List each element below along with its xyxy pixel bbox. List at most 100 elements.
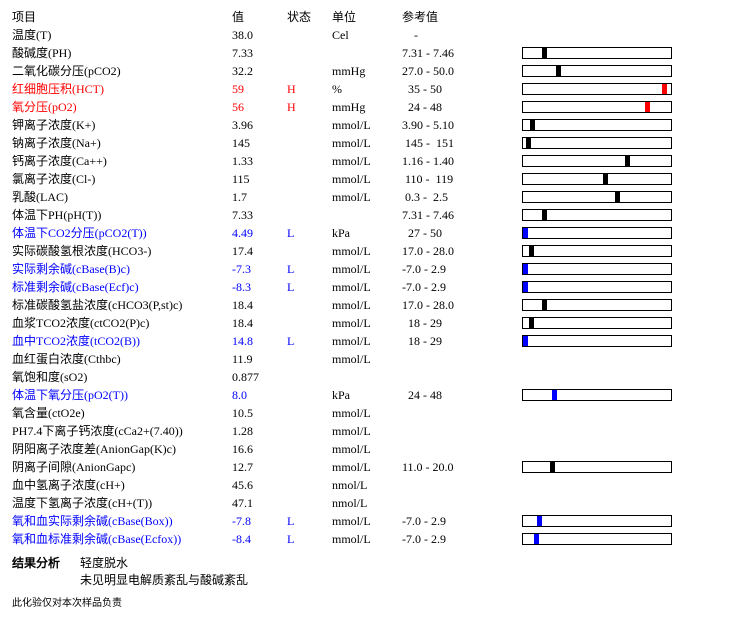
- cell-unit: mmol/L: [332, 422, 402, 440]
- cell-unit: mmHg: [332, 98, 402, 116]
- cell-status: H: [287, 80, 332, 98]
- cell-bar: [522, 227, 682, 239]
- cell-item: 血红蛋白浓度(Cthbc): [12, 350, 232, 368]
- cell-bar: [522, 83, 682, 95]
- cell-value: 8.0: [232, 386, 287, 404]
- range-indicator: [522, 119, 672, 131]
- table-row: 钙离子浓度(Ca++)1.33mmol/L1.16 - 1.40: [12, 152, 738, 170]
- range-indicator: [522, 281, 672, 293]
- range-indicator: [522, 461, 672, 473]
- table-row: 体温下PH(pH(T))7.337.31 - 7.46: [12, 206, 738, 224]
- cell-item: 氧分压(pO2): [12, 98, 232, 116]
- range-marker: [556, 66, 561, 76]
- table-row: 实际碳酸氢根浓度(HCO3-)17.4mmol/L17.0 - 28.0: [12, 242, 738, 260]
- range-marker: [529, 318, 534, 328]
- table-row: 氧和血标准剩余碱(cBase(Ecfox))-8.4Lmmol/L-7.0 - …: [12, 530, 738, 548]
- cell-status: H: [287, 98, 332, 116]
- cell-bar: [522, 461, 682, 473]
- cell-bar: [522, 515, 682, 527]
- range-indicator: [522, 173, 672, 185]
- cell-item: 体温下氧分压(pO2(T)): [12, 386, 232, 404]
- table-row: 酸碱度(PH)7.337.31 - 7.46: [12, 44, 738, 62]
- range-indicator: [522, 515, 672, 527]
- header-status: 状态: [287, 8, 332, 26]
- cell-unit: %: [332, 80, 402, 98]
- cell-bar: [522, 65, 682, 77]
- cell-item: PH7.4下离子钙浓度(cCa2+(7.40)): [12, 422, 232, 440]
- cell-status: L: [287, 260, 332, 278]
- cell-unit: nmol/L: [332, 476, 402, 494]
- cell-ref: 7.31 - 7.46: [402, 44, 522, 62]
- cell-ref: 1.16 - 1.40: [402, 152, 522, 170]
- table-row: 氧含量(ctO2e)10.5mmol/L: [12, 404, 738, 422]
- cell-value: 115: [232, 170, 287, 188]
- cell-item: 钙离子浓度(Ca++): [12, 152, 232, 170]
- table-row: 标准剩余碱(cBase(Ecf)c)-8.3Lmmol/L-7.0 - 2.9: [12, 278, 738, 296]
- cell-ref: 18 - 29: [402, 332, 522, 350]
- cell-value: 47.1: [232, 494, 287, 512]
- cell-bar: [522, 281, 682, 293]
- table-row: 血中TCO2浓度(tCO2(B))14.8Lmmol/L 18 - 29: [12, 332, 738, 350]
- cell-value: 0.877: [232, 368, 287, 386]
- cell-bar: [522, 155, 682, 167]
- table-row: 体温下CO2分压(pCO2(T))4.49LkPa 27 - 50: [12, 224, 738, 242]
- cell-item: 温度(T): [12, 26, 232, 44]
- range-marker: [615, 192, 620, 202]
- range-indicator: [522, 245, 672, 257]
- range-indicator: [522, 317, 672, 329]
- cell-unit: kPa: [332, 386, 402, 404]
- cell-bar: [522, 173, 682, 185]
- table-row: PH7.4下离子钙浓度(cCa2+(7.40))1.28mmol/L: [12, 422, 738, 440]
- cell-unit: nmol/L: [332, 494, 402, 512]
- range-marker: [526, 138, 531, 148]
- cell-bar: [522, 119, 682, 131]
- cell-value: 14.8: [232, 332, 287, 350]
- range-marker: [662, 84, 667, 94]
- range-indicator: [522, 263, 672, 275]
- range-indicator: [522, 101, 672, 113]
- table-row: 阴离子间隙(AnionGapc)12.7mmol/L11.0 - 20.0: [12, 458, 738, 476]
- cell-item: 乳酸(LAC): [12, 188, 232, 206]
- cell-ref: 24 - 48: [402, 98, 522, 116]
- footer-note: 此化验仅对本次样品负责: [12, 594, 738, 609]
- cell-item: 氧饱和度(sO2): [12, 368, 232, 386]
- cell-bar: [522, 533, 682, 545]
- cell-status: L: [287, 512, 332, 530]
- table-row: 钾离子浓度(K+)3.96mmol/L3.90 - 5.10: [12, 116, 738, 134]
- cell-unit: mmol/L: [332, 314, 402, 332]
- range-indicator: [522, 227, 672, 239]
- cell-ref: 7.31 - 7.46: [402, 206, 522, 224]
- table-row: 氯离子浓度(Cl-)115mmol/L 110 - 119: [12, 170, 738, 188]
- cell-unit: kPa: [332, 224, 402, 242]
- cell-ref: 17.0 - 28.0: [402, 242, 522, 260]
- range-marker: [523, 282, 528, 292]
- conclusion-label: 结果分析: [12, 554, 60, 588]
- cell-ref: 35 - 50: [402, 80, 522, 98]
- range-indicator: [522, 83, 672, 95]
- cell-item: 钾离子浓度(K+): [12, 116, 232, 134]
- cell-bar: [522, 335, 682, 347]
- cell-ref: -7.0 - 2.9: [402, 512, 522, 530]
- table-row: 体温下氧分压(pO2(T))8.0kPa 24 - 48: [12, 386, 738, 404]
- cell-item: 血中TCO2浓度(tCO2(B)): [12, 332, 232, 350]
- cell-unit: mmol/L: [332, 134, 402, 152]
- cell-value: 59: [232, 80, 287, 98]
- cell-value: 12.7: [232, 458, 287, 476]
- cell-item: 温度下氢离子浓度(cH+(T)): [12, 494, 232, 512]
- cell-item: 标准剩余碱(cBase(Ecf)c): [12, 278, 232, 296]
- header-ref: 参考值: [402, 8, 522, 26]
- cell-bar: [522, 389, 682, 401]
- conclusion-body: 轻度脱水 未见明显电解质紊乱与酸碱紊乱: [80, 554, 248, 588]
- cell-value: 145: [232, 134, 287, 152]
- cell-item: 氯离子浓度(Cl-): [12, 170, 232, 188]
- cell-item: 氧和血实际剩余碱(cBase(Box)): [12, 512, 232, 530]
- cell-value: 32.2: [232, 62, 287, 80]
- cell-value: -8.3: [232, 278, 287, 296]
- cell-ref: -7.0 - 2.9: [402, 278, 522, 296]
- cell-unit: mmHg: [332, 62, 402, 80]
- cell-value: 7.33: [232, 206, 287, 224]
- cell-bar: [522, 137, 682, 149]
- cell-ref: 27 - 50: [402, 224, 522, 242]
- cell-item: 血浆TCO2浓度(ctCO2(P)c): [12, 314, 232, 332]
- cell-ref: 0.3 - 2.5: [402, 188, 522, 206]
